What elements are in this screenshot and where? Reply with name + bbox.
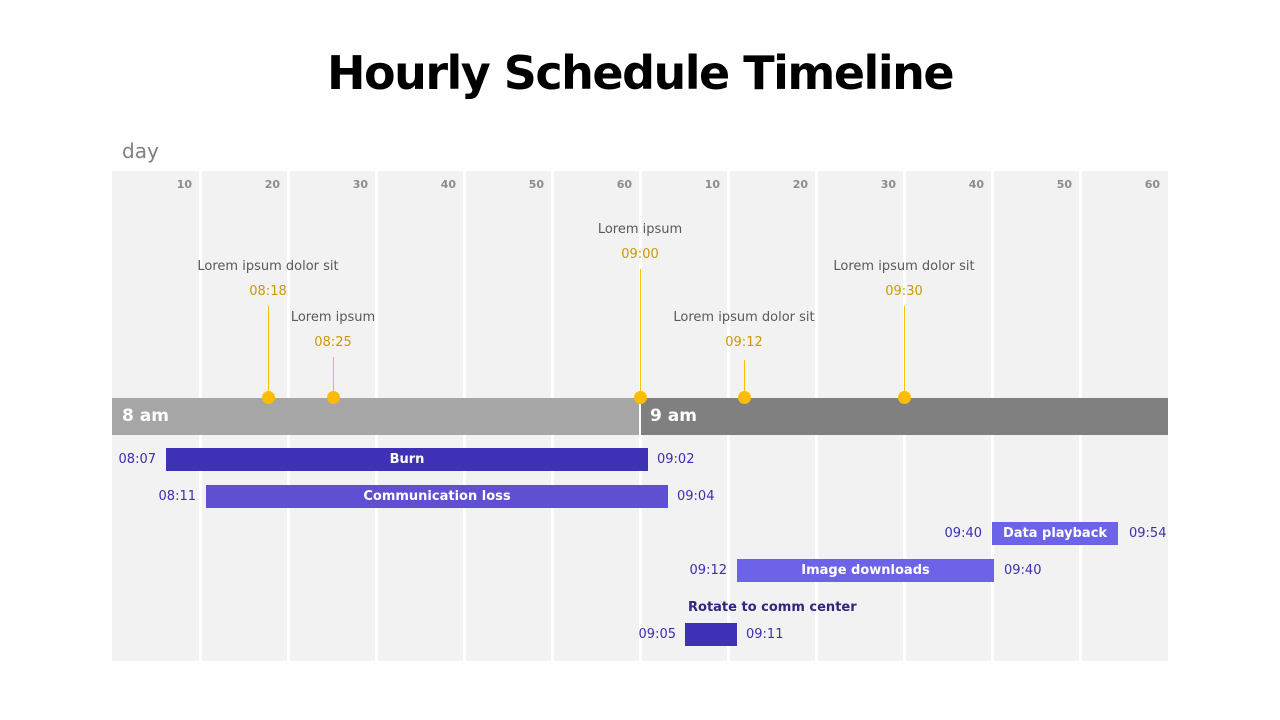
task-start-time: 09:05: [638, 627, 676, 642]
milestone-dot[interactable]: [898, 391, 911, 404]
tick-label: 60: [616, 178, 632, 191]
milestone-label: Lorem ipsum dolor sit: [673, 310, 815, 325]
milestone-label: Lorem ipsum: [290, 310, 376, 325]
tick-label: 50: [528, 178, 544, 191]
milestone-stem: [903, 306, 905, 397]
axis-unit-label: day: [122, 139, 159, 163]
milestone-time: 09:12: [725, 335, 763, 350]
milestone-dot[interactable]: [327, 391, 340, 404]
milestone-time: 08:25: [314, 335, 352, 350]
task-label: Image downloads: [801, 563, 930, 578]
task-end-time: 09:40: [1004, 563, 1042, 578]
milestone-stem: [332, 357, 334, 397]
milestone-label: Lorem ipsum: [597, 222, 683, 237]
tick-label: 60: [1144, 178, 1160, 191]
milestone-time: 09:00: [621, 247, 659, 262]
task-start-time: 08:07: [118, 452, 156, 467]
task-start-time: 09:40: [944, 526, 982, 541]
tick-label: 10: [704, 178, 720, 191]
hour-band-8am: [112, 398, 639, 435]
milestone-time: 09:30: [885, 284, 923, 299]
tick-label: 50: [1056, 178, 1072, 191]
hour-label-9am: 9 am: [650, 406, 697, 426]
tick-label: 30: [352, 178, 368, 191]
milestone-time: 08:18: [249, 284, 287, 299]
task-label: Data playback: [1002, 526, 1108, 541]
tick-label: 20: [264, 178, 280, 191]
milestone-stem: [267, 306, 269, 397]
task-label: Burn: [389, 452, 425, 467]
task-end-time: 09:11: [746, 627, 784, 642]
milestone-label: Lorem ipsum dolor sit: [197, 259, 339, 274]
tick-label: 10: [176, 178, 192, 191]
task-label: Communication loss: [363, 489, 511, 504]
milestone-dot[interactable]: [262, 391, 275, 404]
task-start-time: 08:11: [158, 489, 196, 504]
task-bar-communication-loss[interactable]: Communication loss: [206, 485, 668, 508]
tick-label: 30: [880, 178, 896, 191]
milestone-dot[interactable]: [634, 391, 647, 404]
milestone-stem: [639, 269, 641, 397]
task-label: Rotate to comm center: [688, 600, 857, 615]
task-end-time: 09:54: [1129, 526, 1167, 541]
timeline-chart: 10 20 30 40 50 60 10 20 30 40 50 60 8 am…: [112, 171, 1168, 661]
task-bar-rotate-to-comm-center[interactable]: [685, 623, 737, 646]
chart-title: Hourly Schedule Timeline: [326, 46, 955, 100]
task-end-time: 09:02: [657, 452, 695, 467]
task-bar-burn[interactable]: Burn: [166, 448, 648, 471]
task-end-time: 09:04: [677, 489, 715, 504]
milestone-stem: [743, 360, 745, 397]
milestone-dot[interactable]: [738, 391, 751, 404]
task-bar-data-playback[interactable]: Data playback: [992, 522, 1118, 545]
hour-label-8am: 8 am: [122, 406, 169, 426]
task-bar-image-downloads[interactable]: Image downloads: [737, 559, 994, 582]
tick-label: 20: [792, 178, 808, 191]
tick-label: 40: [968, 178, 984, 191]
tick-label: 40: [440, 178, 456, 191]
milestone-label: Lorem ipsum dolor sit: [833, 259, 975, 274]
hour-band-9am: [641, 398, 1168, 435]
task-start-time: 09:12: [689, 563, 727, 578]
